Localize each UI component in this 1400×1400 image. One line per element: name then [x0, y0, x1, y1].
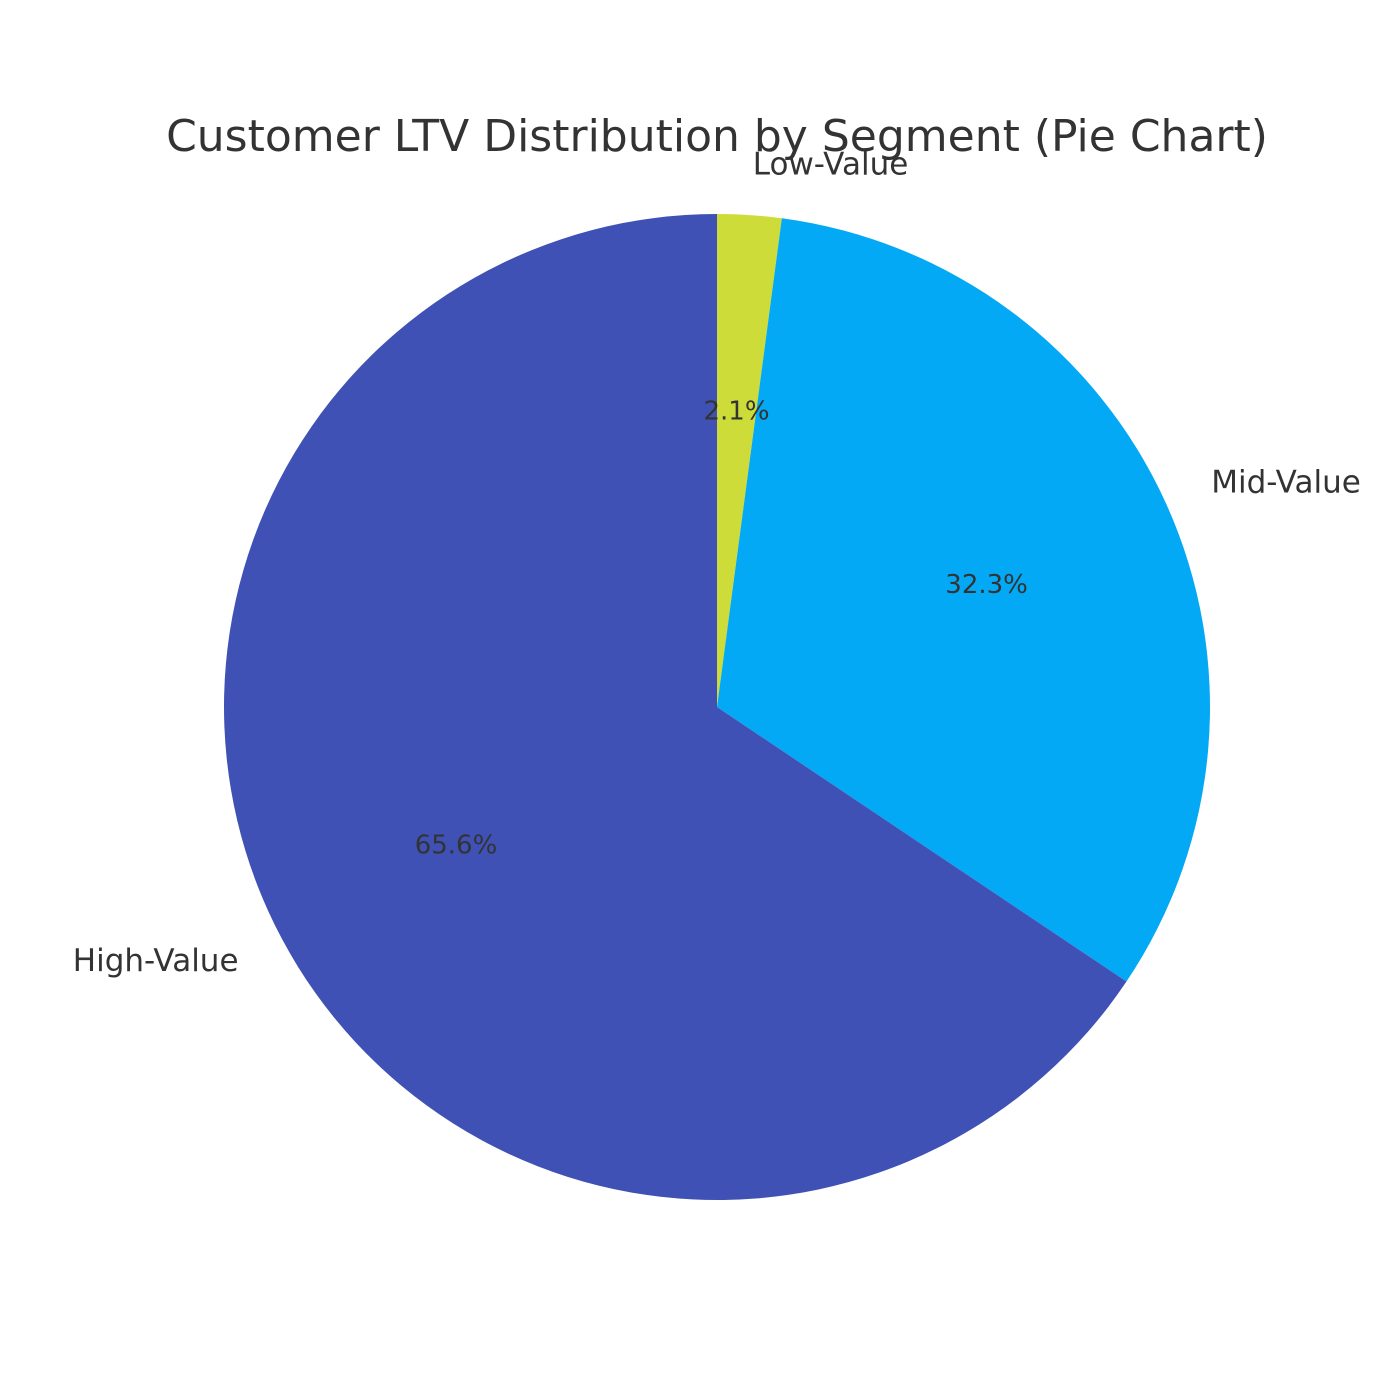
pie-slice-high-value — [223, 214, 1127, 1200]
pie-slice-mid-value — [717, 218, 1210, 982]
chart-title: Customer LTV Distribution by Segment (Pi… — [166, 111, 1268, 162]
pie-slices — [223, 214, 1210, 1200]
slice-percent-low-value: 2.1% — [703, 396, 769, 426]
pie-labels: Low-Value 2.1% Mid-Value 32.3% High-Value 65.… — [73, 146, 1361, 978]
slice-label-high-value: High-Value — [73, 943, 239, 979]
slice-percent-mid-value: 32.3% — [945, 570, 1028, 600]
slice-label-mid-value: Mid-Value — [1211, 464, 1361, 500]
pie-slice-low-value — [717, 214, 782, 707]
slice-label-low-value: Low-Value — [753, 146, 909, 182]
slice-percent-high-value: 65.6% — [415, 831, 498, 861]
